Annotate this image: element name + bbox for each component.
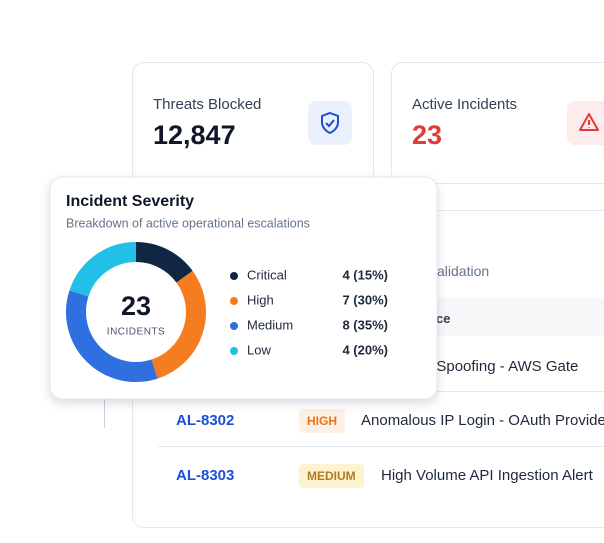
incident-id[interactable]: AL-8303 [176, 467, 235, 484]
legend-label: High [247, 292, 274, 307]
card-label: Active Incidents [412, 96, 518, 113]
legend-value: 4 (15%) [342, 267, 388, 282]
legend-dot [230, 297, 238, 305]
severity-card: Incident Severity Breakdown of active op… [49, 176, 438, 400]
legend-value: 8 (35%) [342, 317, 388, 332]
legend-label: Critical [247, 267, 287, 282]
row-separator [158, 446, 604, 447]
card-value: 12,847 [153, 120, 236, 150]
legend-value: 4 (20%) [342, 342, 388, 357]
card-bg [49, 176, 438, 400]
warning-glyph [579, 113, 599, 131]
legend-label: Medium [247, 317, 293, 332]
chart-title: Incident Severity [66, 193, 194, 210]
legend-dot [230, 347, 238, 355]
connector [104, 398, 105, 428]
warning-icon [567, 101, 604, 145]
chart-subtitle: Breakdown of active operational escalati… [66, 216, 310, 230]
donut-segment [135, 242, 193, 283]
source-cell: Anomalous IP Login - OAuth Provide [361, 412, 604, 429]
source-cell: High Volume API Ingestion Alert [381, 467, 593, 484]
card-value: 23 [412, 120, 443, 150]
legend-value: 7 (30%) [342, 292, 388, 307]
legend-dot [230, 272, 238, 280]
donut-segment [66, 290, 158, 382]
legend-dot [230, 322, 238, 330]
shield-icon [308, 101, 352, 145]
donut-segment [69, 242, 137, 297]
table-subtitle: l validation [423, 263, 490, 279]
source-cell: ken Spoofing - AWS Gate [408, 358, 579, 375]
severity-badge: HIGH [299, 409, 345, 433]
incident-id[interactable]: AL-8302 [176, 412, 235, 429]
center-value: 23 [121, 291, 151, 321]
incidents-card: Active Incidents 23 [391, 62, 604, 184]
donut-segment [151, 270, 206, 379]
legend-label: Low [247, 342, 271, 357]
shield-glyph [321, 111, 339, 135]
center-label: INCIDENTS [107, 327, 165, 338]
severity-badge: MEDIUM [299, 464, 364, 488]
threats-card: Threats Blocked 12,847 [132, 62, 374, 184]
card-label: Threats Blocked [153, 96, 262, 113]
